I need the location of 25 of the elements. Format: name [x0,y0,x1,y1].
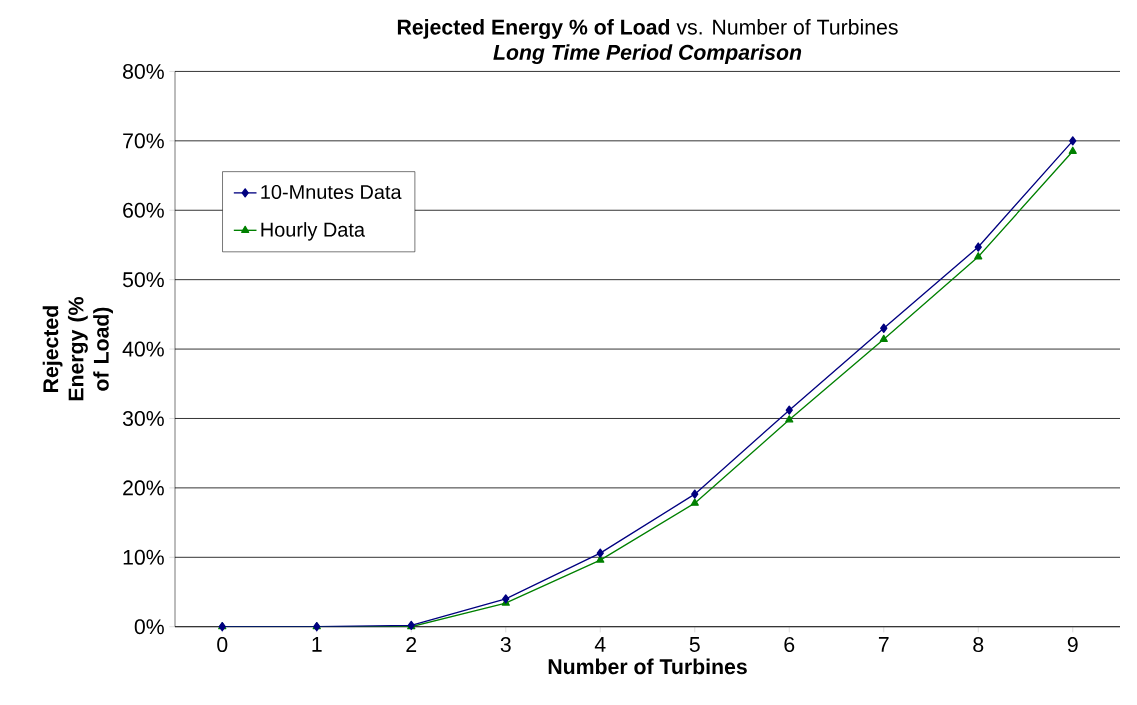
x-tick-label: 7 [878,637,889,652]
y-tick-label: 60% [123,202,164,218]
y-tick-label: 10% [123,549,164,565]
x-tick-label: 9 [1067,637,1078,653]
y-tick-label: 50% [122,272,164,288]
y-tick-label: 20% [123,480,164,496]
y-tick-label: 40% [122,341,164,357]
x-tick-label: 1 [312,637,322,652]
x-tick-label: 2 [406,637,417,652]
x-tick-label: 0 [217,637,228,653]
x-tick-label: 5 [689,637,700,652]
legend-label: 10-Mnutes Data [261,184,402,200]
y-tick-label: 0% [134,619,164,635]
x-tick-label: 4 [594,637,606,652]
x-tick-label: 8 [973,637,984,653]
y-tick-label: 30% [122,410,164,427]
y-axis-title: Rejected Energy (% of Load) [42,297,113,401]
chart-subtitle: Long Time Period Comparison [493,44,802,65]
x-tick-label: 6 [784,637,795,653]
y-tick-label: 70% [123,133,164,149]
x-axis-title: Number of Turbines [548,658,747,675]
chart-title: Rejected Energy % of Load vs. Number of Turbines [397,19,898,39]
legend-label: Hourly Data [261,222,366,241]
y-tick-label: 80% [123,63,164,79]
x-tick-label: 3 [500,637,511,653]
